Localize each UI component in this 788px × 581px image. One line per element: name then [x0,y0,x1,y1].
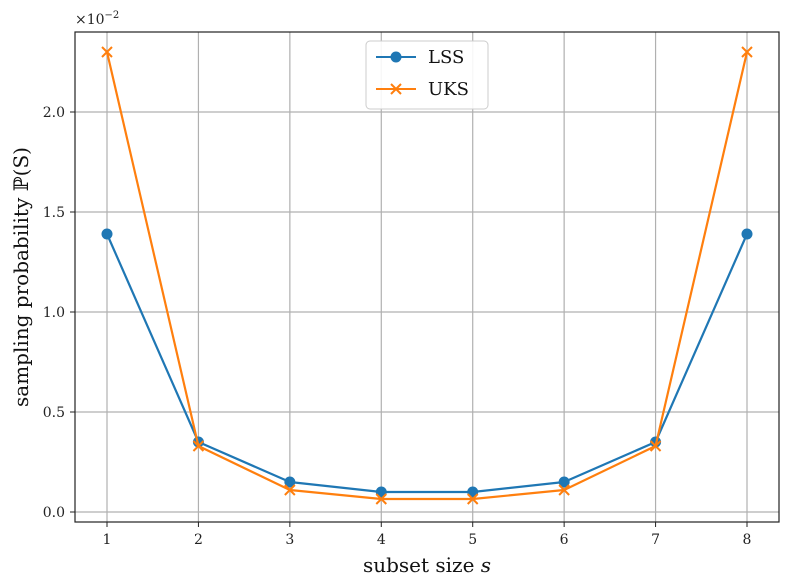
legend-label-uks: UKS [428,79,469,100]
y-tick-label: 1.5 [43,205,65,221]
x-tick-label: 2 [194,532,203,548]
data-point-lss [467,486,479,498]
x-tick-label: 3 [285,532,294,548]
grid [75,32,779,522]
y-tick-label: 2.0 [43,105,65,121]
legend-marker-uks [390,83,402,95]
x-tick-label: 4 [377,532,386,548]
data-point-lss [101,228,113,240]
data-point-uks [558,484,570,496]
x-tick-label: 1 [103,532,112,548]
y-scale-label: ×10−2 [75,10,119,28]
plot-frame [74,31,780,523]
data-point-uks [101,46,113,58]
data-point-uks [741,46,753,58]
legend-marker-lss [390,51,402,63]
series-line-lss [105,233,749,494]
data-point-uks [649,440,662,452]
x-tick-label: 8 [743,532,752,548]
data-point-lss [375,486,387,498]
ticks: 1 2 3 4 5 6 7 8 0.0 0.5 1.0 1.5 2.0 [43,105,752,548]
series-line-uks [105,51,749,501]
y-tick-label: 0.0 [43,505,65,521]
legend: LSS UKS [365,40,489,110]
data-point-lss [558,476,570,488]
data-point-lss [741,228,753,240]
y-axis-title: sampling probability ℙ(S) [9,147,33,407]
x-tick-label: 5 [468,532,477,548]
data-point-lss [284,476,296,488]
legend-box [365,40,489,110]
x-axis-title: subset size s [363,553,491,577]
x-tick-label: 7 [651,532,660,548]
data-point-uks [375,493,387,505]
data-point-uks [467,493,479,505]
series [101,46,753,505]
data-point-uks [192,440,205,452]
legend-label-lss: LSS [428,47,464,68]
y-tick-label: 1.0 [43,305,65,321]
y-tick-label: 0.5 [43,405,65,421]
x-tick-label: 6 [560,532,569,548]
data-point-uks [284,484,296,496]
